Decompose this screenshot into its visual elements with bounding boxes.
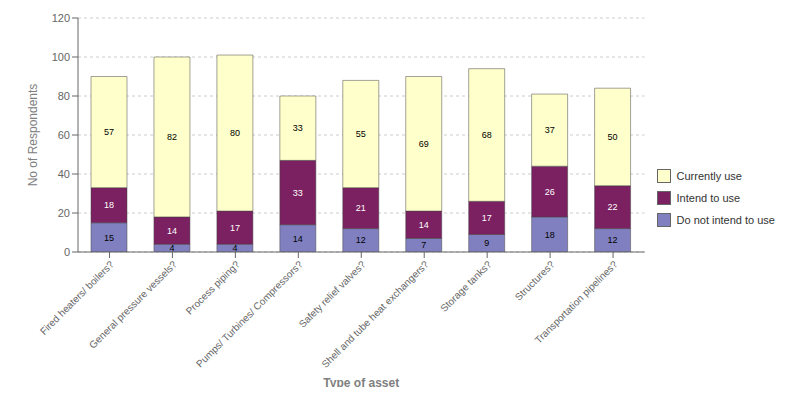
svg-text:60: 60 [58, 129, 70, 141]
svg-text:68: 68 [482, 130, 492, 140]
svg-text:General pressure vessels?: General pressure vessels? [87, 258, 179, 350]
svg-text:4: 4 [232, 243, 237, 253]
svg-text:12: 12 [356, 235, 366, 245]
svg-text:80: 80 [230, 128, 240, 138]
svg-text:15: 15 [104, 233, 114, 243]
svg-text:Safety relief valves?: Safety relief valves? [297, 258, 368, 329]
svg-text:Storage tanks?: Storage tanks? [438, 258, 494, 314]
svg-text:21: 21 [356, 203, 366, 213]
svg-text:Type of asset: Type of asset [323, 376, 399, 387]
html-text:Currently use: Currently use [676, 169, 742, 182]
svg-text:80: 80 [58, 90, 70, 102]
svg-text:17: 17 [230, 223, 240, 233]
svg-text:22: 22 [608, 202, 618, 212]
svg-text:4: 4 [169, 243, 174, 253]
svg-text:82: 82 [167, 132, 177, 142]
svg-text:No of Respondents: No of Respondents [26, 84, 40, 187]
svg-text:33: 33 [293, 123, 303, 133]
svg-text:50: 50 [608, 132, 618, 142]
html-text:Do not intend to use: Do not intend to use [676, 213, 775, 226]
svg-text:120: 120 [52, 12, 70, 24]
svg-text:Shell and tube heat exchangers: Shell and tube heat exchangers? [319, 258, 430, 369]
svg-text:Fired heaters/ boilers?: Fired heaters/ boilers? [37, 258, 116, 337]
svg-text:100: 100 [52, 51, 70, 63]
svg-text:12: 12 [608, 235, 618, 245]
svg-text:69: 69 [419, 139, 429, 149]
svg-text:7: 7 [421, 240, 426, 250]
svg-text:9: 9 [484, 238, 489, 248]
svg-text:Process piping?: Process piping? [184, 258, 242, 316]
svg-text:20: 20 [58, 207, 70, 219]
svg-text:Structures?: Structures? [513, 258, 557, 302]
svg-text:14: 14 [293, 234, 303, 244]
svg-text:33: 33 [293, 188, 303, 198]
html-text:Intend to use: Intend to use [676, 191, 741, 204]
svg-text:14: 14 [419, 220, 429, 230]
svg-text:18: 18 [104, 200, 114, 210]
svg-text:17: 17 [482, 213, 492, 223]
svg-text:37: 37 [545, 125, 555, 135]
svg-text:55: 55 [356, 129, 366, 139]
svg-text:Transportation pipelines?: Transportation pipelines? [533, 258, 620, 345]
svg-text:14: 14 [167, 226, 177, 236]
svg-text:0: 0 [64, 246, 70, 258]
svg-text:26: 26 [545, 187, 555, 197]
svg-text:57: 57 [104, 127, 114, 137]
svg-text:18: 18 [545, 230, 555, 240]
svg-text:Pumps/ Turbines/ Compressors?: Pumps/ Turbines/ Compressors? [194, 258, 305, 369]
svg-text:40: 40 [58, 168, 70, 180]
